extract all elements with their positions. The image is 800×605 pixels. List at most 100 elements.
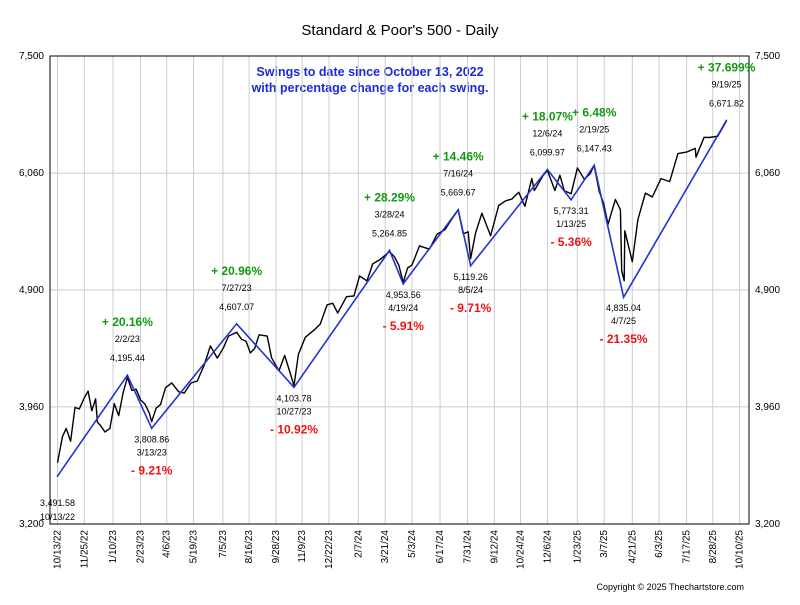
swing-point bbox=[546, 168, 549, 171]
x-tick-label: 9/12/24 bbox=[489, 530, 500, 564]
x-tick-label: 7/31/24 bbox=[463, 530, 474, 564]
x-tick-label: 12/6/24 bbox=[542, 530, 553, 564]
x-tick-label: 11/9/23 bbox=[297, 530, 308, 563]
x-tick-label: 1/10/23 bbox=[108, 530, 119, 564]
annotation-line-1: Swings to date since October 13, 2022 bbox=[256, 65, 483, 79]
swing-pct-label: + 14.46% bbox=[433, 150, 484, 164]
swing-point bbox=[469, 265, 472, 267]
swing-date-label: 7/27/23 bbox=[222, 283, 252, 293]
swing-point bbox=[293, 386, 295, 389]
x-tick-label: 8/28/25 bbox=[708, 530, 719, 564]
x-tick-label: 2/7/24 bbox=[353, 530, 364, 558]
swing-point bbox=[402, 283, 405, 285]
swing-point bbox=[725, 119, 728, 122]
swing-value-label: 5,119.26 bbox=[453, 272, 487, 282]
x-tick-label: 9/28/23 bbox=[271, 530, 282, 564]
x-tick-label: 4/21/25 bbox=[627, 530, 638, 564]
x-tick-label: 6/17/24 bbox=[435, 530, 446, 564]
swing-value-label: 5,264.85 bbox=[372, 228, 407, 238]
swing-date-label: 8/5/24 bbox=[458, 285, 483, 295]
swing-date-label: 9/19/25 bbox=[712, 79, 742, 89]
swing-value-label: 3,491.58 bbox=[40, 498, 75, 508]
swing-point bbox=[150, 427, 153, 430]
y-tick-label-right: 7,500 bbox=[755, 51, 780, 62]
swing-date-label: 1/13/25 bbox=[556, 219, 586, 229]
y-tick-label-left: 4,900 bbox=[19, 285, 44, 296]
swing-point bbox=[570, 199, 572, 201]
swing-date-label: 3/28/24 bbox=[374, 209, 404, 219]
swing-value-label: 4,835.04 bbox=[606, 303, 641, 313]
swing-date-label: 4/19/24 bbox=[388, 303, 418, 313]
swing-pct-label: - 5.91% bbox=[383, 319, 425, 333]
swing-point bbox=[457, 208, 460, 211]
swing-pct-label: + 20.96% bbox=[211, 264, 262, 278]
swing-value-label: 6,671.82 bbox=[709, 98, 744, 108]
x-tick-label: 6/3/25 bbox=[654, 530, 665, 558]
swing-point bbox=[593, 164, 595, 167]
swing-value-label: 4,607.07 bbox=[219, 302, 254, 312]
swing-value-label: 5,669.67 bbox=[441, 188, 476, 198]
swing-pct-label: + 6.48% bbox=[572, 105, 617, 119]
y-tick-label-left: 7,500 bbox=[19, 51, 44, 62]
y-tick-label-right: 6,060 bbox=[755, 168, 780, 179]
x-tick-label: 8/16/23 bbox=[244, 530, 255, 564]
plot-border bbox=[49, 55, 750, 525]
y-tick-label-right: 3,960 bbox=[755, 402, 780, 413]
swing-point bbox=[126, 374, 129, 377]
x-tick-label: 10/10/25 bbox=[735, 530, 746, 569]
swing-pct-label: - 21.35% bbox=[600, 332, 648, 346]
swing-pct-label: + 37.699% bbox=[698, 60, 756, 74]
swing-pct-label: + 18.07% bbox=[522, 110, 573, 124]
swing-value-label: 4,103.78 bbox=[277, 393, 312, 403]
swing-value-label: 6,099.97 bbox=[530, 148, 565, 158]
swing-date-label: 12/6/24 bbox=[532, 129, 562, 139]
x-tick-label: 4/6/23 bbox=[162, 530, 173, 558]
swing-date-label: 2/2/23 bbox=[115, 334, 140, 344]
y-tick-label-left: 3,200 bbox=[19, 519, 44, 530]
price-series-line bbox=[56, 120, 728, 463]
swing-pct-label: + 20.16% bbox=[102, 315, 153, 329]
swing-value-label: 6,147.43 bbox=[577, 143, 612, 153]
swing-pct-label: - 9.71% bbox=[450, 301, 492, 315]
annotation-line-2: with percentage change for each swing. bbox=[251, 81, 489, 95]
copyright-text: Copyright © 2025 Thechartstore.com bbox=[596, 582, 744, 592]
y-tick-label-left: 6,060 bbox=[19, 168, 44, 179]
chart-title: Standard & Poor's 500 - Daily bbox=[301, 22, 499, 39]
swing-pct-label: - 5.36% bbox=[550, 235, 592, 249]
x-tick-label: 7/17/25 bbox=[682, 530, 693, 564]
x-tick-label: 10/24/24 bbox=[516, 530, 527, 569]
y-tick-label-left: 3,960 bbox=[19, 402, 44, 413]
x-tick-label: 2/23/23 bbox=[135, 530, 146, 564]
swing-value-label: 3,808.86 bbox=[134, 434, 169, 444]
swing-value-label: 4,953.56 bbox=[386, 290, 421, 300]
y-tick-label-right: 4,900 bbox=[755, 285, 780, 296]
x-tick-label: 1/23/25 bbox=[572, 530, 583, 564]
swing-point bbox=[56, 475, 59, 477]
x-tick-label: 3/21/24 bbox=[380, 530, 391, 564]
x-tick-label: 11/25/22 bbox=[79, 530, 90, 569]
x-tick-label: 5/3/24 bbox=[407, 530, 418, 558]
swing-line bbox=[56, 119, 728, 477]
x-tick-label: 3/7/25 bbox=[599, 530, 610, 558]
swing-date-label: 2/19/25 bbox=[579, 124, 609, 134]
swing-value-label: 4,195.44 bbox=[110, 353, 145, 363]
swing-date-label: 10/27/23 bbox=[277, 406, 312, 416]
swing-value-label: 5,773.31 bbox=[554, 206, 589, 216]
swing-pct-label: + 28.29% bbox=[364, 190, 415, 204]
swing-point bbox=[388, 249, 391, 252]
swing-pct-label: - 9.21% bbox=[131, 463, 173, 477]
x-tick-label: 10/13/22 bbox=[52, 530, 63, 569]
x-tick-label: 12/22/23 bbox=[324, 530, 335, 569]
swing-date-label: 3/13/23 bbox=[137, 447, 167, 457]
swing-pct-label: - 10.92% bbox=[270, 422, 318, 436]
swing-date-label: 4/7/25 bbox=[611, 316, 636, 326]
swing-point bbox=[235, 323, 238, 325]
swing-point bbox=[622, 296, 625, 299]
swing-date-label: 10/13/22 bbox=[40, 512, 75, 522]
x-tick-label: 7/5/23 bbox=[218, 530, 229, 558]
swing-date-label: 7/16/24 bbox=[443, 169, 473, 179]
y-tick-label-right: 3,200 bbox=[755, 519, 780, 530]
x-tick-label: 5/19/23 bbox=[189, 530, 200, 564]
